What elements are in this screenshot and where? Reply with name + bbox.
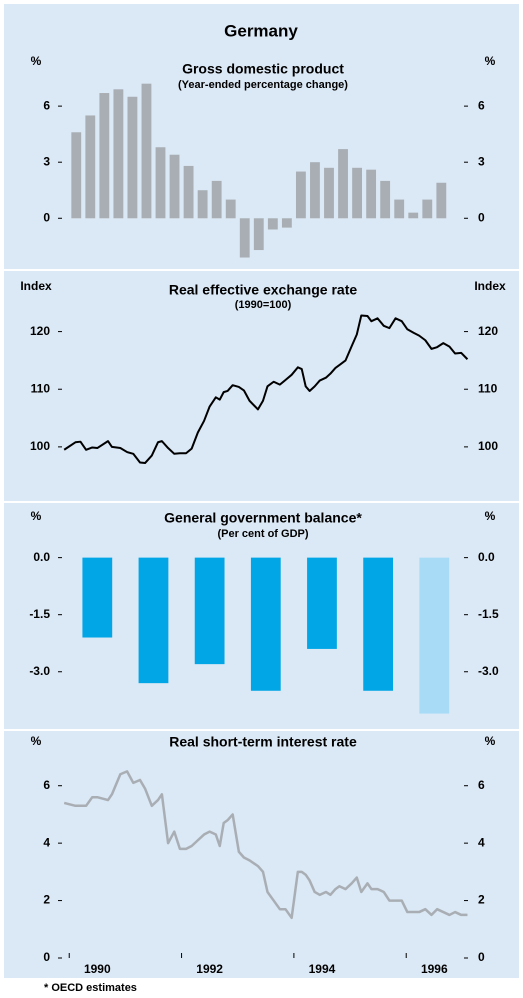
y-tick-label-right: 4 [478,835,485,849]
y-unit-label: Index [474,279,506,293]
y-tick-label: 0 [43,950,50,964]
bar [408,212,419,219]
y-tick-label: -1.5 [29,607,50,621]
bar [155,147,166,219]
bar [310,162,320,219]
bar [307,557,337,649]
bar [183,165,194,219]
y-tick-label-right: 110 [478,381,498,395]
bar [352,167,362,219]
panel-title: Real short-term interest rate [169,734,357,750]
bar [422,199,433,219]
y-unit-label: % [31,509,42,523]
y-tick-label: 0 [43,210,50,224]
bar [127,96,138,219]
y-tick-label-right: -1.5 [478,607,499,621]
y-unit-label: Index [20,279,52,293]
bar [239,218,250,258]
bar [138,557,169,684]
bar [250,557,281,691]
y-tick-label-right: 100 [478,439,498,453]
bar [281,218,292,228]
y-tick-label-right: -3.0 [478,664,499,678]
y-unit-label: % [31,734,42,748]
bar [113,89,124,219]
bar [267,218,278,230]
x-tick-label: 1990 [84,962,111,976]
page-title: Germany [224,21,298,40]
bar [295,171,306,219]
line [63,770,468,920]
bar [363,557,394,691]
y-tick-label: 3 [43,154,50,168]
bar [253,218,264,251]
bar [419,557,450,714]
bar [394,199,405,219]
bar [197,190,208,219]
x-tick-label: 1994 [309,962,336,976]
y-unit-label: % [485,509,496,523]
y-tick-label: 2 [43,893,50,907]
y-tick-label: 4 [43,835,50,849]
y-tick-label: 110 [31,381,51,395]
panel-title: Gross domestic product [182,61,344,77]
y-tick-label-right: 0 [478,210,485,224]
bar [194,557,225,665]
panel-subtitle: (1990=100) [235,299,292,311]
panel-title: General government balance* [164,510,362,526]
bar [338,149,348,219]
y-unit-label: % [31,54,42,68]
y-tick-label-right: 0.0 [478,550,495,564]
bar [85,115,96,219]
y-tick-label-right: 6 [478,778,485,792]
background [4,4,519,978]
y-tick-label: 120 [30,324,50,338]
x-tick-label: 1992 [196,962,223,976]
y-tick-label: 0.0 [33,550,50,564]
y-tick-label-right: 3 [478,154,485,168]
y-tick-label-right: 0 [478,950,485,964]
bar [211,180,222,219]
y-tick-label: 6 [43,98,50,112]
y-tick-label: -3.0 [29,664,50,678]
bar [366,169,377,219]
bar [141,83,152,219]
bar [99,93,110,219]
bar [71,132,82,219]
y-unit-label: % [485,54,496,68]
bar [169,154,180,219]
panel-title: Real effective exchange rate [169,282,358,298]
bar [380,180,391,219]
panel-subtitle: (Year-ended percentage change) [178,79,348,91]
x-tick-label: 1996 [421,962,448,976]
line [63,314,469,465]
y-unit-label: % [485,734,496,748]
bar [324,167,334,219]
bar [436,182,447,219]
y-tick-label: 6 [43,778,50,792]
y-tick-label-right: 2 [478,893,485,907]
bar [82,557,113,638]
footnote: * OECD estimates [44,982,137,994]
y-tick-label-right: 120 [478,324,498,338]
bar [225,199,236,219]
y-tick-label: 100 [30,439,50,453]
y-tick-label-right: 6 [478,98,485,112]
panel-subtitle: (Per cent of GDP) [217,528,308,540]
